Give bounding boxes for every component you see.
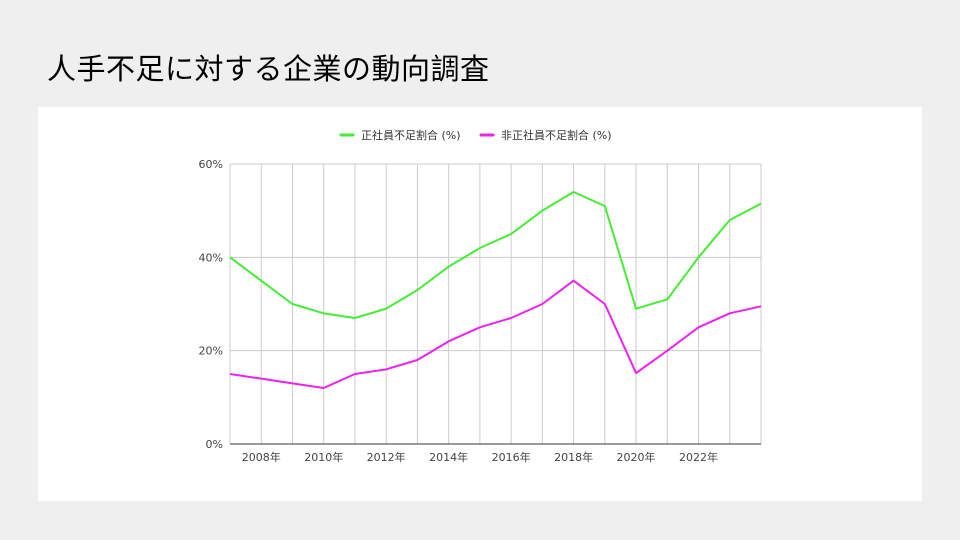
x-tick-label: 2014年 bbox=[429, 450, 468, 464]
y-tick-label: 60% bbox=[199, 158, 223, 171]
y-tick-label: 0% bbox=[206, 438, 223, 451]
y-tick-label: 40% bbox=[199, 251, 223, 264]
x-tick-label: 2012年 bbox=[367, 450, 406, 464]
chart-panel: 0% 20% 40% 60% 2008年 2010年 2012年 2014年 2016年 2018… bbox=[38, 107, 922, 501]
slide-title: 人手不足に対する企業の動向調査 bbox=[47, 52, 490, 86]
x-tick-label: 2008年 bbox=[242, 450, 281, 464]
x-tick-label: 2020年 bbox=[617, 450, 656, 464]
x-tick-label: 2010年 bbox=[304, 450, 343, 464]
x-tick-label: 2016年 bbox=[492, 450, 531, 464]
series-line-1 bbox=[229, 191, 762, 319]
x-tick-label: 2018年 bbox=[554, 450, 593, 464]
x-tick-label: 2022年 bbox=[679, 450, 718, 464]
series-line-2 bbox=[229, 279, 762, 389]
legend-label-1: 正社員不足割合 (%) bbox=[361, 128, 461, 142]
line-chart: 0% 20% 40% 60% 2008年 2010年 2012年 2014年 2016年 2018… bbox=[199, 128, 762, 464]
legend-label-2: 非正社員不足割合 (%) bbox=[501, 128, 612, 142]
y-tick-label: 20% bbox=[199, 345, 223, 358]
